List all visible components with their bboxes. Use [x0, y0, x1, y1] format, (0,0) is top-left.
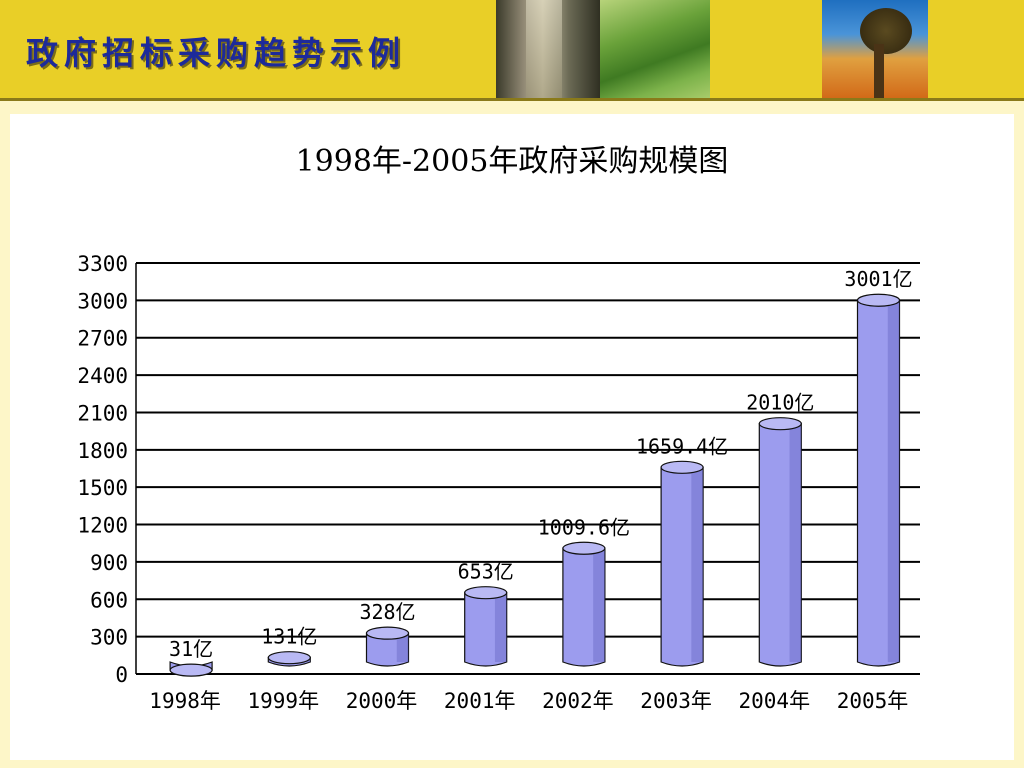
city-window-photo	[496, 0, 600, 98]
bar-shade	[396, 633, 409, 662]
y-tick-label: 2100	[77, 401, 128, 425]
bar-top	[660, 460, 704, 474]
y-tick-label: 1800	[77, 439, 128, 463]
bar-shade	[494, 592, 507, 662]
bar-top	[562, 541, 606, 555]
bar-shade	[593, 548, 605, 662]
slide-title: 政府招标采购趋势示例	[26, 34, 407, 72]
x-tick-label: 1999年	[248, 689, 320, 713]
x-tick-label: 2003年	[640, 689, 712, 713]
bar	[660, 466, 704, 667]
data-label: 3001亿	[844, 267, 912, 291]
bar	[365, 632, 410, 667]
x-tick-label: 2000年	[346, 689, 418, 713]
title-banner: 政府招标采购趋势示例	[0, 0, 1024, 98]
bar	[856, 299, 901, 667]
y-tick-label: 1500	[77, 476, 128, 500]
data-label: 131亿	[261, 625, 317, 649]
data-label: 1009.6亿	[538, 515, 630, 539]
banner-divider	[0, 98, 1024, 101]
bar-top	[267, 651, 311, 665]
tree-sky-photo	[822, 0, 928, 98]
x-tick-label: 2002年	[542, 689, 614, 713]
y-tick-label: 2700	[77, 327, 128, 351]
bar-shade	[691, 467, 704, 662]
bar-top	[856, 293, 901, 307]
bar-top	[365, 626, 410, 640]
y-tick-label: 3000	[77, 289, 128, 313]
green-field-photo	[600, 0, 710, 98]
y-tick-label: 300	[90, 626, 128, 650]
data-label: 328亿	[359, 600, 415, 624]
y-tick-label: 600	[90, 588, 128, 612]
chart-title: 1998年-2005年政府采购规模图	[295, 144, 729, 179]
bar-top	[169, 663, 213, 677]
y-tick-label: 0	[115, 663, 128, 687]
data-label: 653亿	[458, 560, 514, 584]
x-tick-label: 2001年	[444, 689, 516, 713]
bar	[758, 423, 802, 667]
y-tick-label: 3300	[77, 252, 128, 276]
bar-shade	[789, 423, 802, 662]
x-tick-label: 2005年	[837, 689, 909, 713]
y-tick-label: 1200	[77, 514, 128, 538]
content-panel	[10, 114, 1014, 760]
data-label: 2010亿	[746, 391, 814, 415]
bar-top	[464, 586, 508, 600]
bar	[562, 547, 606, 667]
data-label: 31亿	[169, 637, 213, 661]
bar-top	[758, 417, 802, 431]
y-tick-label: 2400	[77, 364, 128, 388]
x-tick-label: 1998年	[149, 689, 221, 713]
y-tick-label: 900	[90, 551, 128, 575]
bar	[464, 592, 508, 667]
bar-shade	[887, 300, 900, 662]
data-label: 1659.4亿	[636, 434, 728, 458]
x-tick-label: 2004年	[739, 689, 811, 713]
